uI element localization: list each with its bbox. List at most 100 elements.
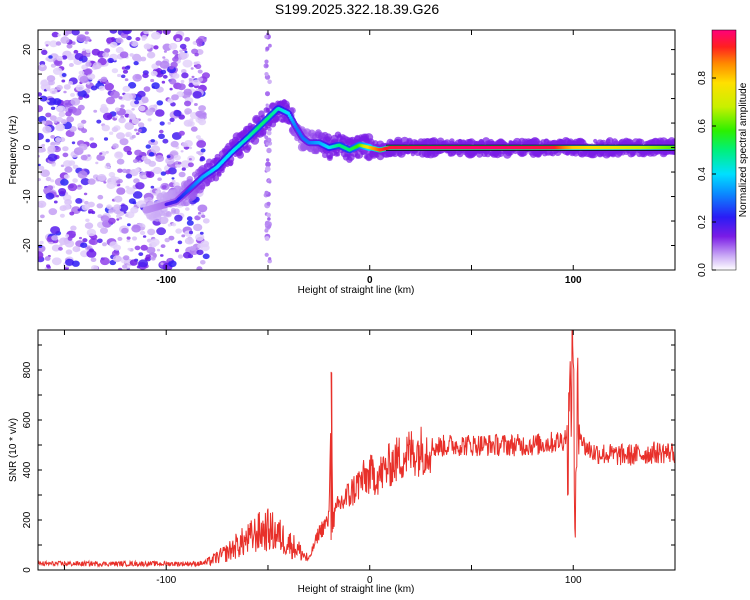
noise-speckle: [51, 244, 61, 252]
noise-speckle: [60, 36, 70, 44]
snr-frame: [37, 329, 676, 571]
colorbar-scale: [711, 29, 737, 271]
y-tick-label: 800: [22, 361, 33, 378]
noise-speckle: [200, 240, 210, 248]
noise-speckle: [47, 145, 56, 153]
noise-speckle: [109, 241, 118, 248]
noise-speckle: [114, 115, 118, 119]
artifact-speckle: [265, 46, 270, 51]
noise-speckle: [86, 228, 97, 237]
artifact-speckle: [265, 64, 269, 68]
noise-speckle: [175, 163, 180, 168]
noise-speckle: [126, 223, 131, 227]
noise-speckle: [86, 249, 97, 258]
noise-speckle: [87, 178, 96, 185]
noise-speckle: [38, 132, 44, 141]
noise-speckle: [115, 37, 123, 44]
noise-speckle: [196, 249, 204, 256]
x-tick-label: 0: [367, 575, 373, 586]
ridge-halo: [236, 151, 244, 159]
noise-speckle: [77, 170, 88, 179]
colorbar-tick-label: 0.6: [697, 119, 708, 133]
noise-speckle: [43, 79, 47, 82]
snr-panel: -100 0 100 800 600 400 200 0 Height of straight…: [8, 329, 676, 595]
noise-speckle: [168, 260, 177, 268]
noise-speckle: [120, 74, 126, 79]
noise-speckle: [133, 178, 140, 184]
noise-speckle: [143, 86, 151, 92]
noise-speckle: [195, 38, 204, 45]
noise-speckle: [46, 99, 50, 103]
noise-speckle: [82, 48, 86, 51]
noise-speckle: [147, 51, 155, 58]
noise-speckle: [63, 174, 70, 180]
noise-speckle: [104, 82, 114, 91]
noise-speckle: [150, 70, 158, 77]
spectrogram-xlabel: Height of straight line (km): [298, 285, 415, 296]
noise-speckle: [146, 44, 151, 49]
noise-speckle: [197, 110, 207, 119]
y-tick-label: -10: [22, 189, 33, 204]
noise-speckle: [86, 53, 91, 58]
noise-speckle: [47, 153, 58, 162]
noise-speckle: [126, 150, 133, 156]
noise-speckle: [192, 79, 201, 86]
noise-speckle: [99, 152, 103, 155]
noise-speckle: [100, 257, 110, 266]
noise-speckle: [116, 214, 121, 218]
noise-speckle: [73, 49, 79, 54]
noise-speckle: [180, 79, 185, 84]
noise-speckle: [134, 245, 141, 251]
noise-speckle: [184, 100, 192, 107]
ridge-halo: [183, 199, 191, 207]
noise-speckle: [132, 73, 142, 82]
noise-speckle: [62, 99, 72, 108]
artifact-speckle: [264, 135, 269, 140]
noise-speckle: [135, 56, 143, 62]
spectrogram-ylabel: Frequency (Hz): [8, 116, 19, 185]
y-tick-label: -20: [22, 238, 33, 253]
noise-speckle: [70, 225, 77, 231]
noise-speckle: [65, 234, 70, 238]
noise-speckle: [130, 40, 139, 47]
noise-speckle: [180, 150, 184, 153]
noise-speckle: [124, 113, 130, 118]
noise-speckle: [116, 218, 120, 221]
noise-speckle: [105, 81, 109, 85]
noise-speckle: [75, 198, 83, 204]
noise-speckle: [145, 109, 154, 116]
ridge-halo: [259, 130, 267, 137]
noise-speckle: [38, 200, 47, 208]
y-tick-label: 20: [22, 44, 33, 56]
noise-speckle: [65, 30, 74, 35]
noise-speckle: [142, 73, 149, 79]
noise-speckle: [102, 52, 110, 58]
noise-speckle: [105, 162, 111, 167]
noise-speckle: [52, 67, 63, 75]
noise-speckle: [81, 168, 85, 172]
noise-speckle: [77, 208, 82, 212]
noise-speckle: [89, 238, 98, 246]
noise-speckle: [116, 132, 125, 140]
noise-speckle: [138, 105, 146, 112]
noise-speckle: [38, 92, 43, 97]
noise-speckle: [57, 33, 61, 37]
noise-speckle: [186, 216, 193, 221]
noise-speckle: [162, 56, 166, 59]
noise-speckle: [168, 235, 175, 241]
noise-speckle: [173, 110, 182, 117]
noise-speckle: [122, 85, 131, 92]
noise-speckle: [172, 56, 179, 62]
noise-speckle: [200, 260, 206, 265]
noise-speckle: [175, 38, 180, 42]
noise-speckle: [82, 238, 88, 243]
snr-series-line: [38, 330, 675, 568]
noise-speckle: [42, 125, 52, 134]
noise-speckle: [58, 237, 69, 245]
noise-speckle: [153, 104, 158, 108]
x-tick-label: 0: [367, 275, 373, 286]
noise-speckle: [39, 95, 48, 102]
noise-speckle: [125, 173, 133, 179]
